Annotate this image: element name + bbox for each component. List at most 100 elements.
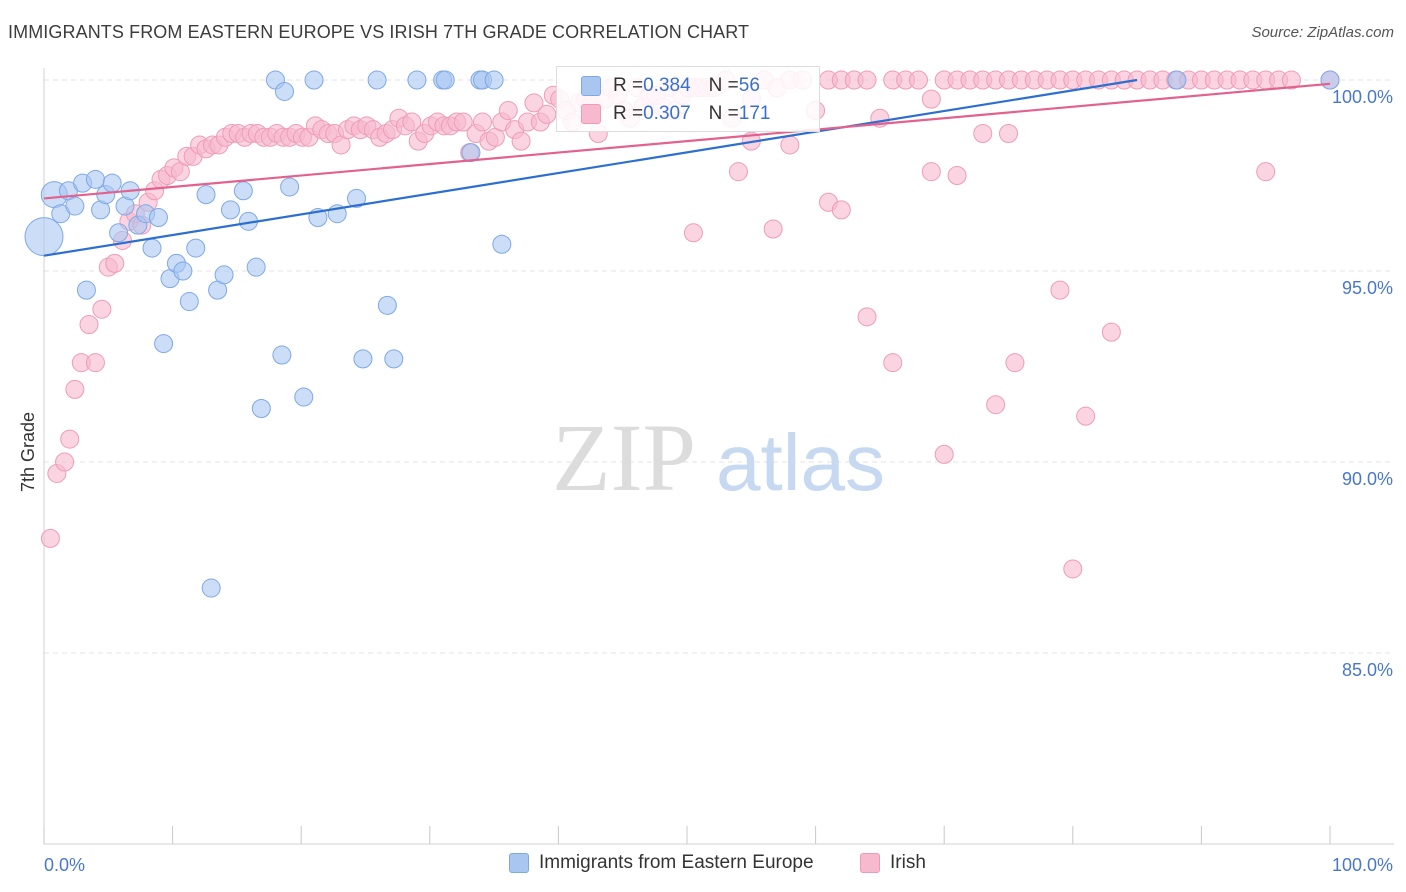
point-irish [65,379,85,399]
y-tick-label: 85.0% [1342,660,1393,680]
point-irish [1063,559,1083,579]
r-label: R = [613,103,644,124]
point-irish [1076,406,1096,426]
data-points [24,70,1340,598]
point-irish [60,429,80,449]
point-eastern-europe [251,399,271,419]
point-eastern-europe [461,143,481,163]
point-eastern-europe [484,70,504,90]
point-eastern-europe [179,292,199,312]
point-eastern-europe [102,173,122,193]
point-eastern-europe [384,349,404,369]
point-eastern-europe [274,81,294,101]
n-label: N = [708,103,739,124]
point-eastern-europe [233,181,253,201]
watermark-atlas: atlas [716,418,885,507]
point-irish [921,162,941,182]
stats-row-eastern-europe: R = 0.384 N = 56 [581,71,760,101]
r-value-irish: 0.307 [643,103,691,124]
point-eastern-europe [220,200,240,220]
stats-legend: R = 0.384 N = 56 R = 0.307 N = 171 [556,66,820,132]
legend-swatch-pink [860,853,880,873]
point-eastern-europe [353,349,373,369]
point-eastern-europe [24,217,64,257]
point-irish [908,70,928,90]
point-eastern-europe [65,196,85,216]
legend-label-eastern-europe: Immigrants from Eastern Europe [539,852,814,873]
point-eastern-europe [76,280,96,300]
point-irish [857,307,877,327]
point-eastern-europe [85,169,105,189]
point-irish [402,112,422,132]
grid-lines [44,79,1394,654]
point-eastern-europe [367,70,387,90]
point-irish [831,200,851,220]
r-value-eastern-europe: 0.384 [643,75,691,96]
point-irish [999,123,1018,143]
point-eastern-europe [201,578,221,598]
point-eastern-europe [1167,70,1187,90]
y-tick-label: 95.0% [1342,278,1393,298]
point-irish [85,353,105,373]
n-value-eastern-europe: 56 [738,75,760,96]
point-irish [1256,162,1276,182]
point-eastern-europe [142,238,162,258]
point-eastern-europe [173,261,193,281]
point-irish [537,104,557,124]
point-eastern-europe [407,70,427,90]
point-eastern-europe [272,345,292,365]
point-irish [947,166,967,185]
point-irish [92,299,112,319]
point-irish [883,353,903,373]
n-label: N = [708,75,739,96]
legend-item-eastern-europe[interactable]: Immigrants from Eastern Europe [509,852,814,874]
point-irish [1005,353,1025,373]
trend-lines [43,78,1331,257]
point-irish [986,395,1006,415]
point-irish [40,528,60,548]
x-tick-label: 0.0% [44,855,85,875]
legend-item-irish[interactable]: Irish [860,852,926,874]
point-eastern-europe [377,295,397,315]
point-irish [683,223,703,243]
point-irish [55,452,75,472]
point-irish [498,101,518,121]
point-eastern-europe [294,387,314,407]
point-irish [1101,322,1121,342]
y-tick-label: 90.0% [1342,469,1393,489]
point-irish [524,93,544,113]
axes [43,68,1394,845]
point-irish [473,112,493,132]
point-irish [511,131,531,151]
point-irish [763,219,783,239]
point-irish [934,444,954,464]
point-eastern-europe [280,177,300,197]
stats-swatch-pink [581,104,601,124]
point-irish [780,135,800,155]
trend-line-eastern-europe [43,78,1138,257]
point-irish [1281,70,1301,90]
point-eastern-europe [196,185,216,205]
point-irish [105,253,125,273]
point-irish [857,70,877,90]
bottom-legend: Immigrants from Eastern Europe Irish [0,852,1406,878]
point-eastern-europe [148,208,168,228]
point-eastern-europe [435,70,455,90]
stats-row-irish: R = 0.307 N = 171 [581,99,770,129]
point-eastern-europe [109,223,129,243]
r-label: R = [613,75,644,96]
point-eastern-europe [214,265,234,285]
point-eastern-europe [304,70,324,90]
y-tick-label: 100.0% [1332,87,1393,107]
point-irish [973,123,993,143]
source-label: Source: ZipAtlas.com [1251,24,1394,41]
stats-swatch-blue [581,76,601,96]
point-eastern-europe [346,188,366,208]
point-eastern-europe [154,334,174,354]
point-irish [453,112,473,132]
watermark: ZIP atlas [552,404,885,511]
legend-label-irish: Irish [890,852,926,873]
y-axis-label: 7th Grade [18,412,38,492]
legend-swatch-blue [509,853,529,873]
